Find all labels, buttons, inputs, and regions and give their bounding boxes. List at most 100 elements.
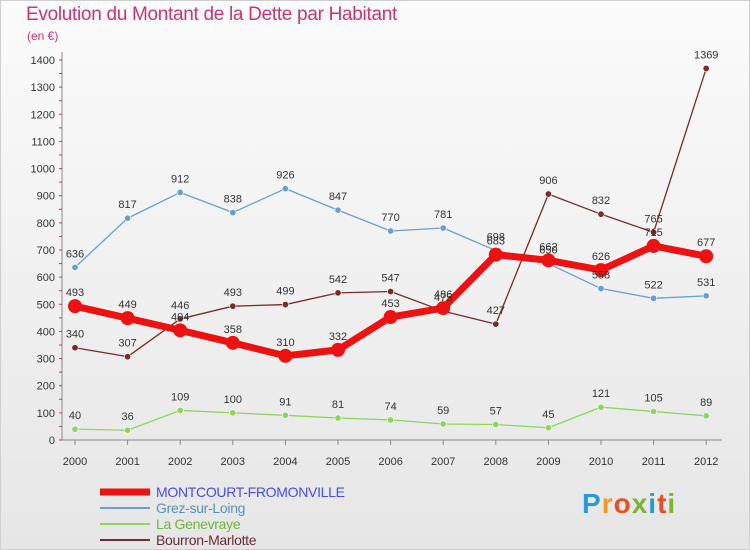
y-tick-label: 1300: [31, 82, 55, 94]
y-tick-label: 600: [37, 272, 55, 284]
data-label: 475: [434, 292, 452, 304]
data-point: [173, 323, 188, 338]
x-tick-label: 2011: [642, 456, 666, 468]
logo-letter: P: [582, 488, 602, 519]
data-point: [699, 249, 714, 264]
y-tick-label: 200: [37, 381, 55, 393]
y-tick-label: 1200: [31, 109, 55, 121]
data-label: 59: [437, 405, 449, 417]
data-point: [439, 420, 447, 428]
data-label: 770: [381, 212, 399, 224]
data-label: 926: [276, 170, 294, 182]
data-label: 105: [644, 393, 662, 405]
data-point: [387, 227, 395, 235]
data-point: [383, 310, 398, 325]
data-point: [71, 425, 79, 433]
legend-swatch-genevraye: [100, 523, 150, 525]
data-label: 547: [381, 273, 399, 285]
chart-title: Evolution du Montant de la Dette par Hab…: [26, 4, 397, 25]
legend-item-genevraye: La Genevraye: [100, 516, 345, 532]
data-point: [176, 188, 184, 196]
data-label: 81: [332, 399, 344, 411]
data-label: 781: [434, 209, 452, 221]
data-point: [650, 228, 658, 236]
data-label: 817: [118, 199, 136, 211]
data-point: [544, 424, 552, 432]
data-label: 486: [434, 289, 452, 301]
data-point: [492, 320, 500, 328]
data-point: [597, 210, 605, 218]
data-point: [176, 406, 184, 414]
x-tick-label: 2007: [431, 456, 455, 468]
data-label: 499: [276, 286, 294, 298]
data-label: 493: [66, 287, 84, 299]
data-label: 626: [592, 251, 610, 263]
chart-lines: [68, 64, 714, 434]
data-label: 493: [224, 287, 242, 299]
y-tick-label: 500: [37, 299, 55, 311]
chart-data-labels: 636 817 912 838 926 847 770 781 698 650 558 522 531 4…: [66, 49, 719, 423]
data-label: 698: [487, 232, 505, 244]
data-point: [702, 64, 710, 72]
legend-item-grez: Grez-sur-Loing: [100, 500, 345, 516]
data-point: [492, 421, 500, 429]
data-point: [702, 412, 710, 420]
legend-swatch-bourron: [100, 539, 150, 541]
data-label: 109: [171, 391, 189, 403]
data-point: [597, 285, 605, 293]
data-label: 427: [487, 305, 505, 317]
x-tick-label: 2001: [115, 456, 139, 468]
x-tick-label: 2003: [221, 456, 245, 468]
legend-item-bourron: Bourron-Marlotte: [100, 532, 345, 548]
legend-label-montcourt: MONTCOURT-FROMONVILLE: [156, 484, 345, 500]
x-tick-label: 2010: [589, 456, 613, 468]
data-label: 847: [329, 191, 347, 203]
data-point: [544, 190, 552, 198]
data-label: 332: [329, 331, 347, 343]
x-tick-label: 2000: [63, 456, 87, 468]
legend-label-genevraye: La Genevraye: [156, 516, 241, 532]
data-label: 912: [171, 173, 189, 185]
data-label: 765: [644, 213, 662, 225]
data-label: 449: [118, 299, 136, 311]
data-point: [334, 289, 342, 297]
data-label: 683: [487, 236, 505, 248]
data-point: [650, 294, 658, 302]
data-point: [436, 301, 451, 316]
y-tick-label: 0: [49, 435, 55, 447]
data-label: 100: [224, 394, 242, 406]
data-point: [281, 411, 289, 419]
data-label: 307: [118, 338, 136, 350]
logo-letter: i: [648, 488, 658, 519]
data-point: [71, 344, 79, 352]
data-label: 838: [224, 194, 242, 206]
legend-item-montcourt: MONTCOURT-FROMONVILLE: [100, 484, 345, 500]
data-label: 446: [171, 300, 189, 312]
data-label: 74: [384, 401, 396, 413]
y-tick-label: 1400: [31, 55, 55, 67]
data-point: [650, 407, 658, 415]
data-label: 453: [381, 298, 399, 310]
logo-letter: x: [631, 488, 649, 519]
x-tick-label: 2005: [326, 456, 350, 468]
data-label: 45: [542, 409, 554, 421]
data-label: 1369: [694, 49, 718, 61]
data-point: [278, 348, 293, 363]
data-point: [120, 311, 135, 326]
x-tick-label: 2004: [273, 456, 297, 468]
data-point: [387, 288, 395, 296]
legend-label-grez: Grez-sur-Loing: [156, 500, 246, 516]
proxiti-logo: Proxiti: [582, 488, 676, 520]
data-point: [229, 302, 237, 310]
legend-swatch-grez: [100, 507, 150, 509]
data-point: [176, 315, 184, 323]
data-label: 40: [69, 410, 81, 422]
data-label: 57: [490, 406, 502, 418]
legend-label-bourron: Bourron-Marlotte: [156, 532, 257, 548]
data-label: 358: [224, 324, 242, 336]
logo-letter: r: [601, 488, 614, 519]
data-point: [229, 209, 237, 217]
data-point: [281, 185, 289, 193]
data-point: [541, 253, 556, 268]
